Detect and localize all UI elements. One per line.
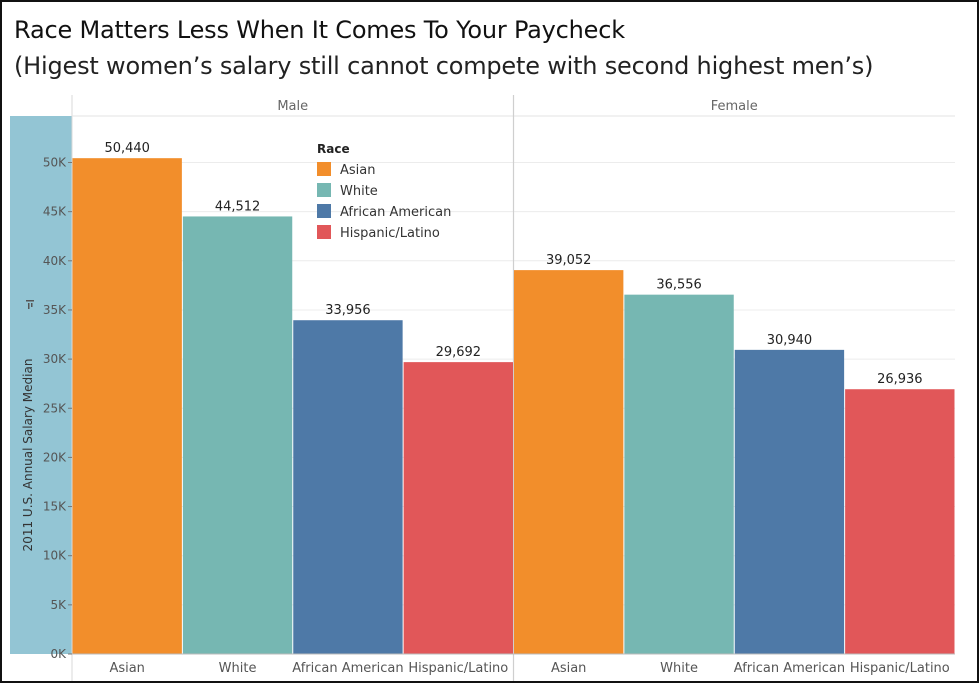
data-label: 44,512 bbox=[215, 199, 261, 214]
bar bbox=[293, 320, 403, 654]
bar bbox=[845, 389, 955, 654]
legend-entry: White bbox=[340, 184, 378, 199]
chart-title: Race Matters Less When It Comes To Your … bbox=[14, 16, 625, 44]
x-tick-label: Hispanic/Latino bbox=[850, 661, 950, 676]
data-label: 33,956 bbox=[325, 303, 371, 318]
panel-header-label: Male bbox=[277, 99, 308, 114]
y-tick-label: 35K bbox=[43, 303, 67, 317]
data-label: 39,052 bbox=[546, 253, 592, 268]
data-label: 36,556 bbox=[656, 278, 702, 293]
chart-subtitle: (Higest women’s salary still cannot comp… bbox=[14, 52, 874, 80]
legend-swatch bbox=[317, 183, 331, 197]
sort-icon-bar bbox=[31, 303, 33, 307]
bar bbox=[182, 216, 293, 655]
y-tick-label: 10K bbox=[43, 549, 67, 563]
x-tick-label: African American bbox=[734, 661, 845, 676]
x-tick-label: African American bbox=[292, 661, 403, 676]
y-axis-band bbox=[10, 116, 72, 654]
data-label: 30,940 bbox=[767, 333, 813, 348]
data-label: 50,440 bbox=[104, 141, 150, 156]
y-tick-label: 25K bbox=[43, 401, 67, 415]
x-tick-label: Asian bbox=[109, 661, 144, 676]
data-label: 26,936 bbox=[877, 372, 923, 387]
y-tick-label: 50K bbox=[43, 156, 67, 170]
y-tick-label: 0K bbox=[50, 647, 67, 661]
y-tick-label: 30K bbox=[43, 352, 67, 366]
legend-entry: Asian bbox=[340, 163, 375, 178]
legend-title: Race bbox=[317, 142, 350, 156]
y-axis-title: 2011 U.S. Annual Salary Median bbox=[21, 359, 35, 552]
legend-swatch bbox=[317, 204, 331, 218]
y-tick-label: 40K bbox=[43, 254, 67, 268]
bar bbox=[403, 362, 513, 654]
y-tick-label: 45K bbox=[43, 205, 67, 219]
legend-swatch bbox=[317, 162, 331, 176]
bar bbox=[624, 294, 734, 654]
legend-swatch bbox=[317, 225, 331, 239]
x-tick-label: White bbox=[219, 661, 257, 676]
bar bbox=[72, 158, 182, 654]
x-tick-label: Hispanic/Latino bbox=[408, 661, 508, 676]
bar bbox=[734, 349, 845, 654]
y-tick-label: 5K bbox=[50, 598, 67, 612]
y-tick-label: 15K bbox=[43, 500, 67, 514]
data-label: 29,692 bbox=[436, 345, 482, 360]
legend-entry: African American bbox=[340, 205, 451, 220]
legend-entry: Hispanic/Latino bbox=[340, 226, 440, 241]
panel-header-label: Female bbox=[711, 99, 758, 114]
x-tick-label: Asian bbox=[551, 661, 586, 676]
y-tick-label: 20K bbox=[43, 450, 67, 464]
bar bbox=[514, 270, 624, 654]
x-tick-label: White bbox=[660, 661, 698, 676]
sort-icon bbox=[26, 300, 34, 302]
sort-icon-bar bbox=[28, 303, 30, 309]
